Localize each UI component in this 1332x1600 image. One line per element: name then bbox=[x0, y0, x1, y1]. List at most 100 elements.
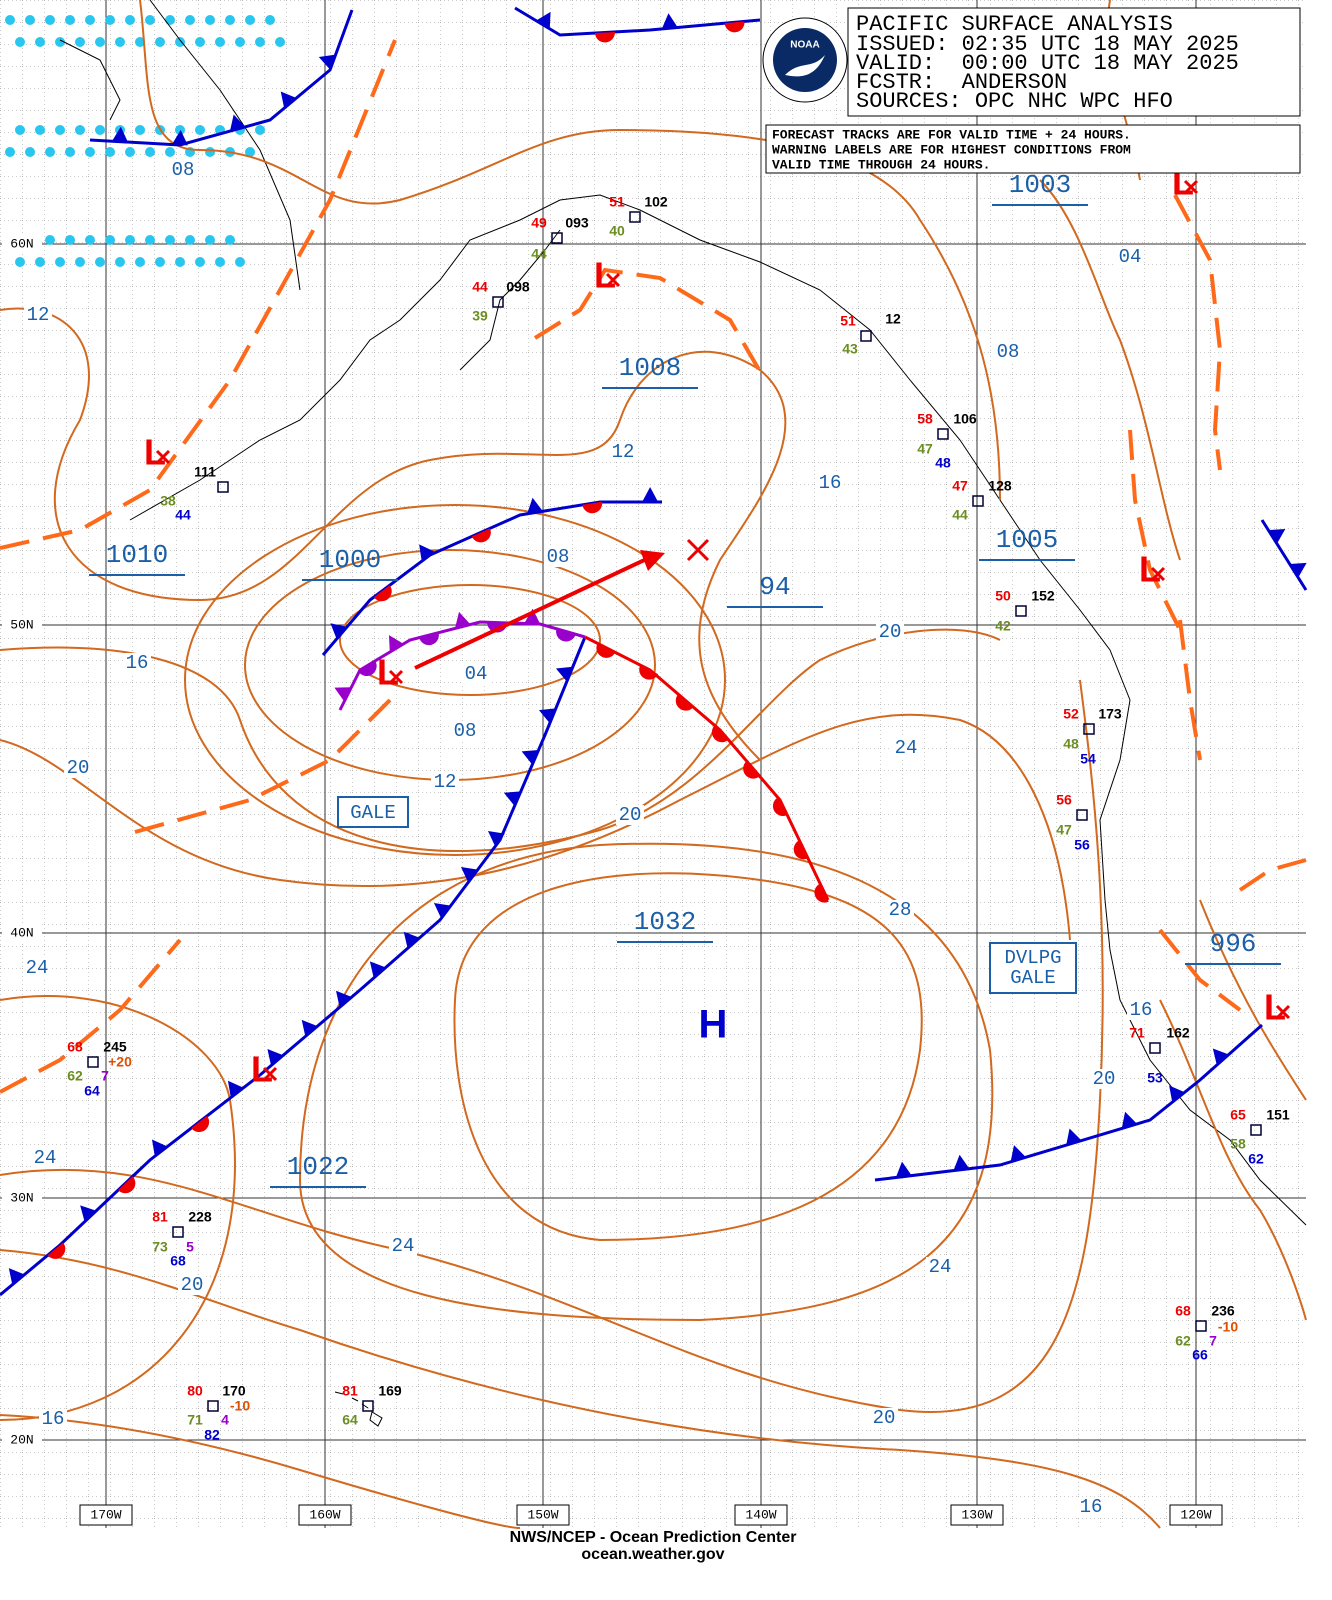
front-triangle bbox=[318, 54, 336, 70]
longitude-label: 140W bbox=[745, 1507, 776, 1522]
trough bbox=[134, 698, 392, 834]
ice-dot bbox=[135, 257, 145, 267]
isobar-label-bg bbox=[1077, 1497, 1105, 1517]
isobar-label-bg bbox=[24, 305, 52, 325]
station-value: 44 bbox=[531, 246, 547, 262]
isobar-label: 24 bbox=[26, 957, 49, 979]
station-value: 47 bbox=[952, 478, 968, 494]
front-triangle bbox=[1212, 1048, 1229, 1066]
station-value: 68 bbox=[170, 1253, 186, 1269]
ice-dot bbox=[75, 37, 85, 47]
ice-dot bbox=[105, 15, 115, 25]
station-value: 50 bbox=[995, 588, 1011, 604]
front-semicircle bbox=[373, 585, 392, 602]
station-symbol bbox=[87, 1056, 99, 1068]
station-value: 162 bbox=[1166, 1025, 1190, 1041]
ice-dot bbox=[225, 15, 235, 25]
isobar-label: 16 bbox=[42, 1408, 65, 1430]
station-value: 65 bbox=[1230, 1107, 1246, 1123]
trough bbox=[1128, 429, 1182, 631]
front-semicircle bbox=[419, 632, 439, 646]
station-value: 44 bbox=[952, 507, 968, 523]
station-value: +20 bbox=[108, 1054, 132, 1070]
front-triangle bbox=[460, 867, 478, 883]
isobar-label: 08 bbox=[454, 720, 477, 742]
front-semicircle bbox=[582, 501, 603, 514]
issued: ISSUED: 02:35 UTC 18 MAY 2025 bbox=[856, 32, 1239, 57]
isobar-label-bg bbox=[462, 664, 490, 684]
front-triangle bbox=[661, 13, 678, 29]
ice-dot bbox=[85, 235, 95, 245]
isobar-label-bg bbox=[609, 442, 637, 462]
front-triangle bbox=[419, 544, 435, 562]
isobar-label-bg bbox=[431, 772, 459, 792]
ice-dot bbox=[75, 125, 85, 135]
front-triangle bbox=[1066, 1128, 1082, 1146]
ice-dot bbox=[195, 37, 205, 47]
high-symbol: H bbox=[699, 1003, 728, 1047]
front-triangle bbox=[229, 114, 246, 132]
ice-dot bbox=[85, 147, 95, 157]
station-symbol bbox=[207, 1400, 219, 1412]
front-triangle bbox=[80, 1205, 97, 1222]
ice-dot bbox=[175, 125, 185, 135]
center-pressure: 1003 bbox=[1009, 170, 1071, 200]
front-triangle bbox=[1010, 1145, 1026, 1162]
ice-dot bbox=[175, 257, 185, 267]
isobar-label-bg bbox=[178, 1275, 206, 1295]
center-pressure: 1010 bbox=[106, 540, 168, 570]
isobar-label-bg bbox=[23, 958, 51, 978]
front-triangle bbox=[487, 831, 505, 847]
front-triangle bbox=[151, 1139, 168, 1157]
station-value: 81 bbox=[342, 1383, 358, 1399]
ice-dot bbox=[205, 147, 215, 157]
center-pressure: 996 bbox=[1210, 929, 1257, 959]
station-symbol bbox=[629, 211, 641, 223]
isobar-label: 16 bbox=[1130, 999, 1153, 1021]
isobar-label-bg bbox=[1090, 1069, 1118, 1089]
isobar-label: 20 bbox=[1093, 1068, 1116, 1090]
front-triangle bbox=[111, 126, 128, 143]
station-symbol bbox=[1015, 605, 1027, 617]
latitude-label: 40N bbox=[10, 925, 33, 940]
footer: ocean.weather.gov bbox=[581, 1546, 724, 1563]
station-value: 170 bbox=[222, 1383, 246, 1399]
trough bbox=[0, 39, 397, 550]
valid: VALID: 00:00 UTC 18 MAY 2025 bbox=[856, 51, 1239, 76]
low-x bbox=[1275, 1004, 1291, 1020]
station-value: 68 bbox=[67, 1039, 83, 1055]
station-value: 68 bbox=[1175, 1303, 1191, 1319]
center-pressure: 1000 bbox=[319, 545, 381, 575]
ice-dot bbox=[95, 257, 105, 267]
ice-dot bbox=[25, 15, 35, 25]
front-triangle bbox=[267, 1048, 284, 1066]
station-value: 7 bbox=[1209, 1333, 1217, 1349]
station-value: 64 bbox=[84, 1083, 100, 1099]
center-pressure: 1008 bbox=[619, 353, 681, 383]
isobar-label-bg bbox=[544, 547, 572, 567]
warning-label: DVLPG bbox=[1004, 947, 1061, 969]
isobar-label: 20 bbox=[873, 1407, 896, 1429]
station-value: 7 bbox=[101, 1068, 109, 1084]
front-triangle bbox=[503, 791, 521, 807]
ice-dot bbox=[275, 37, 285, 47]
front-semicircle bbox=[596, 643, 616, 658]
front-semicircle bbox=[47, 1242, 66, 1259]
station-value: 56 bbox=[1074, 837, 1090, 853]
front-triangle bbox=[334, 687, 352, 702]
sources: SOURCES: OPC NHC WPC HFO bbox=[856, 89, 1173, 114]
front-triangle bbox=[953, 1154, 970, 1171]
front-triangle bbox=[538, 708, 556, 724]
track-arrowhead bbox=[640, 550, 665, 571]
isobar-label: 12 bbox=[612, 441, 635, 463]
minor-grid bbox=[0, 0, 1306, 1528]
station-value: 38 bbox=[160, 493, 176, 509]
station-symbol bbox=[492, 296, 504, 308]
trough bbox=[0, 938, 182, 1094]
ice-dot bbox=[65, 15, 75, 25]
station-value: 173 bbox=[1098, 706, 1122, 722]
isobar-label: 08 bbox=[997, 341, 1020, 363]
front-semicircle bbox=[743, 761, 760, 779]
isobar-label-bg bbox=[892, 738, 920, 758]
station-value: 73 bbox=[152, 1239, 168, 1255]
